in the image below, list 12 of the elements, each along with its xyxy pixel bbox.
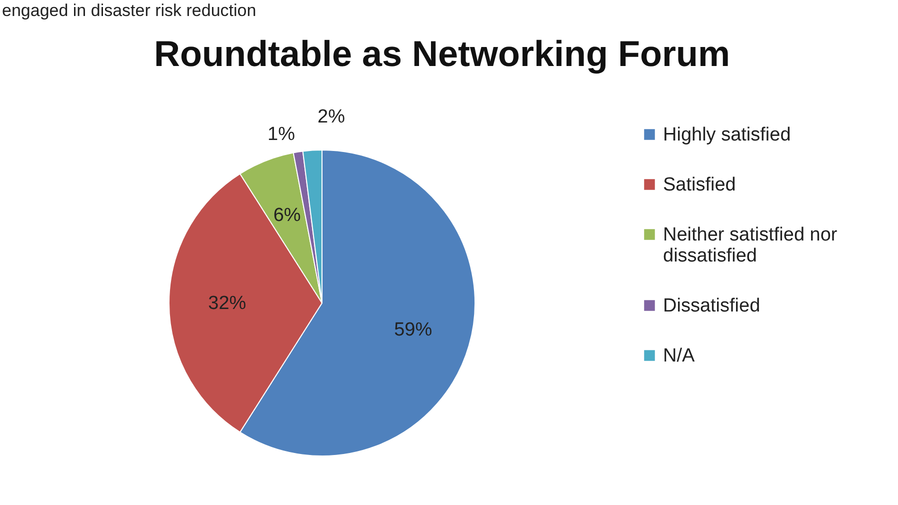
legend-label: Neither satistfied nor dissatisfied xyxy=(663,224,838,266)
chart-title: Roundtable as Networking Forum xyxy=(154,33,730,74)
legend-label: Dissatisfied xyxy=(663,296,760,316)
legend-label: N/A xyxy=(663,346,695,366)
legend-label: Highly satisfied xyxy=(663,124,791,146)
data-label: 2% xyxy=(318,106,346,128)
data-label: 1% xyxy=(268,124,296,146)
data-label: 59% xyxy=(394,319,432,340)
data-label: 32% xyxy=(208,293,246,314)
legend-label: Satisfied xyxy=(663,174,736,196)
data-label: 6% xyxy=(273,204,301,226)
text: engaged in disaster risk reduction xyxy=(2,1,256,20)
